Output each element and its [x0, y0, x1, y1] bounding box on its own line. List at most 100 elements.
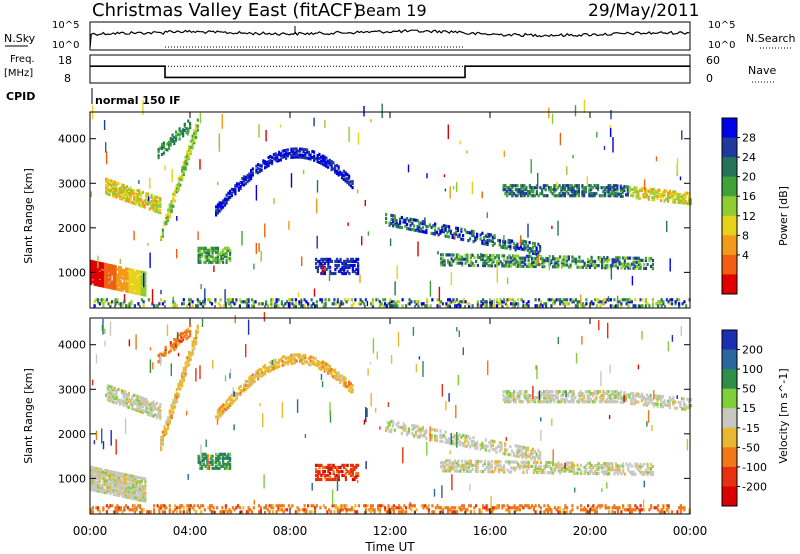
echo-cell — [460, 435, 463, 439]
echo-cell — [284, 302, 287, 306]
echo-cell — [299, 153, 302, 157]
echo-cell — [658, 188, 661, 192]
echo-cell — [472, 440, 475, 444]
echo-cell — [621, 186, 624, 190]
echo-cell — [258, 167, 261, 171]
echo-cell — [643, 262, 646, 266]
echo-cell — [648, 470, 651, 475]
echo-cell — [253, 379, 256, 384]
echo-cell — [416, 229, 419, 233]
echo-cell — [556, 400, 559, 404]
noise-streak — [361, 236, 363, 246]
echo-cell — [191, 144, 194, 148]
echo-cell — [576, 304, 579, 308]
echo-cell — [525, 304, 528, 308]
echo-cell — [604, 300, 607, 304]
echo-cell — [530, 453, 533, 457]
echo-cell — [597, 390, 600, 394]
echo-cell — [239, 388, 242, 392]
echo-cell — [105, 283, 108, 287]
echo-cell — [119, 304, 122, 308]
echo-cell — [520, 256, 523, 260]
echo-cell — [144, 285, 147, 289]
echo-cell — [485, 258, 488, 262]
echo-cell — [430, 437, 433, 441]
echo-cell — [110, 179, 113, 183]
echo-cell — [503, 470, 506, 474]
echo-cell — [182, 302, 185, 306]
echo-cell — [201, 466, 204, 470]
echo-cell — [544, 398, 547, 402]
echo-cell — [594, 259, 597, 264]
echo-cell — [291, 298, 294, 302]
echo-cell — [501, 264, 504, 268]
echo-cell — [233, 302, 236, 306]
echo-cell — [112, 492, 115, 496]
echo-cell — [473, 255, 476, 259]
echo-cell — [341, 174, 344, 178]
noise-streak — [138, 179, 140, 185]
echo-cell — [164, 147, 167, 151]
echo-cell — [479, 233, 482, 237]
echo-cell — [323, 367, 326, 371]
echo-cell — [518, 454, 521, 459]
echo-cell — [509, 453, 512, 457]
echo-cell — [574, 184, 577, 188]
echo-cell — [611, 262, 614, 266]
echo-cell — [469, 259, 472, 263]
echo-cell — [170, 406, 173, 410]
echo-cell — [167, 218, 170, 222]
echo-cell — [353, 465, 356, 469]
echo-cell — [615, 464, 618, 468]
echo-cell — [636, 264, 639, 268]
echo-cell — [513, 466, 516, 470]
echo-cell — [247, 300, 250, 304]
echo-cell — [562, 390, 565, 394]
echo-cell — [510, 466, 513, 470]
echo-cell — [546, 400, 549, 404]
echo-cell — [646, 403, 649, 407]
echo-cell — [583, 400, 586, 404]
echo-cell — [152, 208, 155, 212]
echo-cell — [102, 476, 105, 480]
echo-cell — [504, 452, 507, 456]
echo-cell — [139, 496, 142, 500]
echo-cell — [651, 473, 654, 477]
echo-cell — [307, 152, 310, 157]
echo-cell — [112, 274, 115, 278]
cpid-label: CPID — [6, 90, 35, 103]
echo-cell — [444, 436, 447, 440]
echo-cell — [602, 398, 605, 402]
echo-cell — [351, 471, 354, 476]
echo-cell — [98, 473, 101, 477]
echo-cell — [625, 399, 628, 403]
echo-cell — [562, 261, 565, 265]
echo-cell — [543, 259, 546, 263]
echo-cell — [100, 468, 103, 472]
echo-cell — [310, 304, 313, 308]
noise-streak — [631, 275, 634, 286]
echo-cell — [236, 394, 239, 398]
echo-cell — [518, 394, 521, 398]
echo-cell — [177, 386, 180, 390]
echo-cell — [104, 268, 107, 273]
echo-cell — [107, 477, 110, 481]
echo-cell — [668, 403, 671, 408]
echo-cell — [216, 209, 219, 213]
echo-cell — [639, 298, 642, 302]
echo-cell — [91, 486, 94, 490]
echo-cell — [209, 248, 212, 252]
echo-cell — [487, 464, 490, 468]
echo-cell — [220, 258, 223, 262]
echo-cell — [109, 488, 112, 492]
freq-unit: [MHz] — [4, 68, 33, 79]
echo-cell — [569, 188, 572, 192]
echo-cell — [164, 345, 167, 349]
echo-cell — [567, 188, 570, 192]
echo-cell — [506, 304, 509, 308]
echo-cell — [135, 269, 138, 273]
echo-cell — [538, 468, 541, 473]
echo-cell — [140, 492, 143, 496]
echo-cell — [497, 470, 500, 474]
echo-cell — [191, 342, 194, 346]
